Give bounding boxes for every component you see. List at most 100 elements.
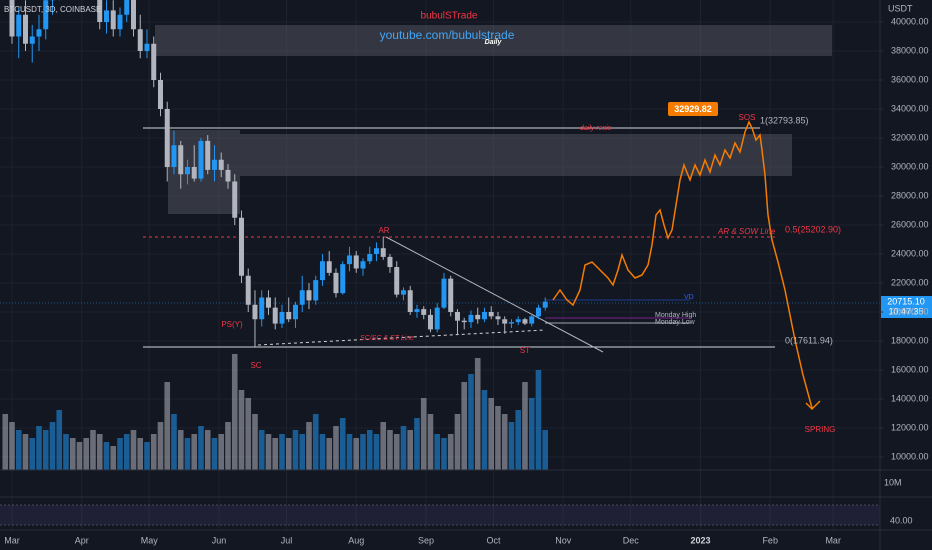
axes: 40000.00 38000.00 36000.00 34000.00 32000.00… xyxy=(4,16,928,545)
rsi-band xyxy=(0,505,880,525)
volume-bar xyxy=(218,434,225,470)
candle-body xyxy=(488,311,494,317)
volume-bar xyxy=(137,438,144,470)
candle-body xyxy=(326,261,332,273)
volume-bar xyxy=(407,430,414,470)
trend-line xyxy=(385,236,604,353)
candle-body xyxy=(529,316,535,324)
volume-bar xyxy=(76,442,83,470)
candle-body xyxy=(495,316,501,320)
candle-body xyxy=(43,0,49,30)
volume-bar xyxy=(434,434,441,470)
volume-bar xyxy=(515,410,522,470)
volume-bar xyxy=(198,426,204,470)
volume-bar xyxy=(49,422,56,470)
volume-bar xyxy=(393,434,400,470)
candle-body xyxy=(124,0,130,15)
x-tick-label: Sep xyxy=(418,535,434,545)
candle-body xyxy=(367,253,373,262)
y-tick-label: 30000.00 xyxy=(891,161,929,171)
candle-body xyxy=(259,297,265,320)
candle-body xyxy=(313,280,319,301)
event-label: SOS xyxy=(739,113,756,122)
candle-body xyxy=(522,319,528,324)
watermark-title: bubulSTrade xyxy=(421,11,478,22)
volume-bar xyxy=(360,434,366,470)
volume-bar xyxy=(312,414,319,470)
volume-bar xyxy=(258,430,265,470)
volume-bar xyxy=(420,398,427,470)
volume-bar xyxy=(231,354,238,470)
last-price-box xyxy=(881,296,932,318)
candle-body xyxy=(508,322,514,324)
candle-body xyxy=(400,290,406,295)
candle-body xyxy=(117,14,123,30)
watermark-url: youtube.com/bubulstrade xyxy=(380,28,515,42)
volume-bar xyxy=(366,430,373,470)
volume-bar xyxy=(245,398,252,470)
volume-bar xyxy=(454,414,461,470)
candle-body xyxy=(299,290,305,305)
candle-body xyxy=(380,248,386,257)
candle-body xyxy=(218,159,224,170)
y-tick-label: 36000.00 xyxy=(891,74,929,84)
volume-bar xyxy=(29,438,36,470)
volume-bar xyxy=(252,414,258,470)
y-tick-label: 16000.00 xyxy=(891,364,929,374)
y-tick-label: 12000.00 xyxy=(891,422,929,432)
price-callout-label: 32929.82 xyxy=(674,104,712,114)
candle-body xyxy=(272,307,278,324)
level-label: daily resis xyxy=(580,125,612,132)
y-tick-label: 10000.00 xyxy=(891,451,929,461)
volume-bar xyxy=(265,434,272,470)
level-label: 1(32793.85) xyxy=(760,115,809,125)
volume-bar xyxy=(123,434,130,470)
volume-bar xyxy=(501,414,508,470)
level-label: 0(17611.94) xyxy=(785,335,833,345)
candle-body xyxy=(414,309,420,312)
volume-bar xyxy=(528,398,535,470)
volume-bar xyxy=(56,410,63,470)
candle-body xyxy=(448,278,454,312)
volume-bar xyxy=(15,430,22,470)
volume-bar xyxy=(110,446,117,470)
volume-label: 10M xyxy=(884,477,902,487)
candle-body xyxy=(232,181,238,218)
candle-body xyxy=(130,0,136,30)
volume-bar xyxy=(542,430,549,470)
volume-bar xyxy=(461,382,468,470)
volume-bar xyxy=(535,370,542,470)
y-tick-label: 20000.00 xyxy=(891,306,929,316)
volume-bar xyxy=(427,414,434,470)
supply-zone xyxy=(155,25,832,56)
x-tick-label: Feb xyxy=(762,535,778,545)
volume-bar xyxy=(63,434,69,470)
volume-bar xyxy=(144,442,150,470)
volume-bar xyxy=(447,434,454,470)
candle-body xyxy=(340,264,346,294)
y-tick-label: 28000.00 xyxy=(891,190,929,200)
volume-bar xyxy=(157,422,164,470)
volume-bar xyxy=(42,430,49,470)
candle-body xyxy=(306,290,312,301)
candle-body xyxy=(542,301,548,308)
x-tick-label: Mar xyxy=(4,535,20,545)
countdown: 10:47:35 xyxy=(888,306,923,316)
projection-arrow xyxy=(805,400,821,411)
level-label: AR & SOW Line xyxy=(717,227,776,236)
candle-body xyxy=(502,319,508,324)
line-label: VD xyxy=(684,294,694,301)
volume-bar xyxy=(522,382,528,470)
candle-body xyxy=(360,261,366,269)
x-tick-label: Jun xyxy=(212,535,227,545)
event-label: ST xyxy=(520,346,530,355)
volume-bar xyxy=(83,438,90,470)
candle-body xyxy=(387,256,393,268)
line-label: Monday High xyxy=(655,312,696,319)
candle-body xyxy=(468,314,474,323)
volume-bar xyxy=(488,398,495,470)
x-tick-label: Oct xyxy=(486,535,501,545)
volume-bar xyxy=(468,374,474,470)
candle-body xyxy=(191,166,197,179)
